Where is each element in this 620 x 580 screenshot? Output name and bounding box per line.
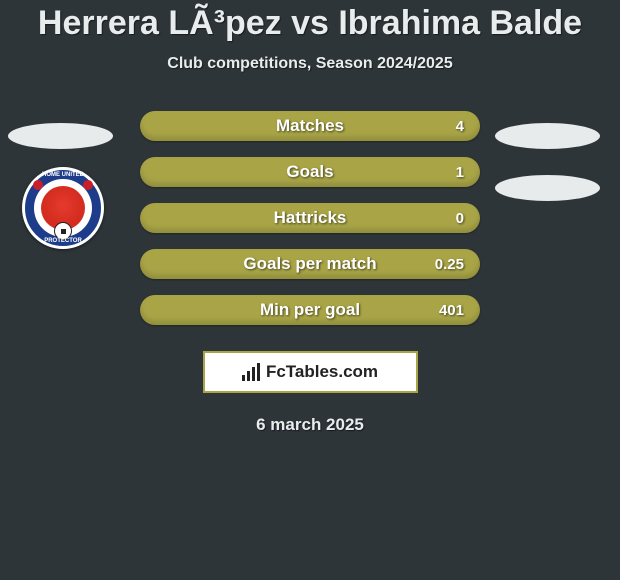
stat-bar-min-per-goal: Min per goal 401 — [140, 295, 480, 325]
stat-row: Goals 1 — [0, 149, 620, 195]
stat-bar-goals-per-match: Goals per match 0.25 — [140, 249, 480, 279]
stat-bar-goals: Goals 1 — [140, 157, 480, 187]
stat-label: Goals per match — [140, 254, 480, 274]
stat-label: Min per goal — [140, 300, 480, 320]
footer-brand-text: FcTables.com — [266, 362, 378, 382]
comparison-infographic: Herrera LÃ³pez vs Ibrahima Balde Club co… — [0, 0, 620, 580]
stat-value-right: 0 — [456, 210, 464, 227]
stat-value-right: 4 — [456, 118, 464, 135]
footer-brand-box[interactable]: FcTables.com — [203, 351, 418, 393]
page-title: Herrera LÃ³pez vs Ibrahima Balde — [0, 4, 620, 43]
stat-row: Matches 4 — [0, 103, 620, 149]
stat-bar-hattricks: Hattricks 0 — [140, 203, 480, 233]
chart-icon — [242, 363, 260, 381]
stat-label: Matches — [140, 116, 480, 136]
stat-value-right: 401 — [439, 302, 464, 319]
stat-label: Goals — [140, 162, 480, 182]
stats-area: Matches 4 Goals 1 Hattricks 0 Goals per … — [0, 103, 620, 333]
stat-value-right: 0.25 — [435, 256, 464, 273]
stat-row: Goals per match 0.25 — [0, 241, 620, 287]
stat-value-right: 1 — [456, 164, 464, 181]
footer-date: 6 march 2025 — [0, 415, 620, 435]
stat-row: Hattricks 0 — [0, 195, 620, 241]
stat-label: Hattricks — [140, 208, 480, 228]
stat-row: Min per goal 401 — [0, 287, 620, 333]
subtitle: Club competitions, Season 2024/2025 — [0, 55, 620, 73]
stat-bar-matches: Matches 4 — [140, 111, 480, 141]
